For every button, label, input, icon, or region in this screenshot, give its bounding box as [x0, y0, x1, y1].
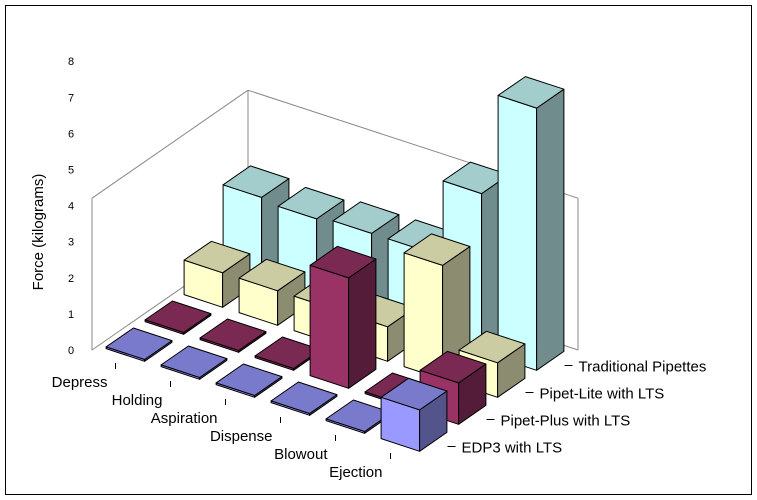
series-labels: EDP3 with LTS Pipet-Plus with LTS Pipet-Li…	[447, 359, 707, 457]
y-tick-label: 6	[68, 128, 74, 140]
bar-pipet-lite-with-lts-holding	[238, 258, 306, 326]
series-label-edp3-with-lts: EDP3 with LTS	[462, 440, 563, 457]
bar-traditional-pipettes-ejection	[497, 76, 565, 371]
chart-bars	[105, 76, 565, 452]
bar-edp3-with-lts-depress	[105, 327, 173, 362]
bar-pipet-plus-with-lts-depress	[144, 300, 212, 335]
y-tick-label: 3	[68, 237, 74, 249]
bar-pipet-plus-with-lts-holding	[199, 318, 267, 353]
bar-edp3-with-lts-aspiration	[215, 363, 283, 398]
category-labels: DepressHoldingAspirationDispenseBlowoutE…	[52, 363, 391, 481]
bar-edp3-with-lts-holding	[160, 345, 228, 380]
category-label-depress: Depress	[52, 374, 108, 391]
category-label-holding: Holding	[112, 392, 163, 409]
series-label-pipet-lite-with-lts: Pipet-Lite with LTS	[540, 386, 665, 403]
y-axis-title: Force (kilograms)	[30, 174, 47, 291]
bar-pipet-lite-with-lts-depress	[183, 240, 251, 308]
y-tick-label: 1	[68, 309, 74, 321]
bar-pipet-lite-with-lts-blowout	[403, 233, 471, 380]
bar-pipet-plus-with-lts-dispense	[309, 245, 377, 389]
wall-edge-left-top	[91, 89, 249, 199]
chart-border	[5, 5, 752, 495]
y-tick-label: 0	[68, 345, 74, 357]
category-label-dispense: Dispense	[210, 428, 273, 445]
bar-edp3-with-lts-dispense	[270, 381, 338, 416]
y-tick-label: 2	[68, 273, 74, 285]
category-label-blowout: Blowout	[274, 446, 328, 463]
category-label-ejection: Ejection	[329, 464, 382, 481]
y-axis-ticks: 0 1 2 3 4 5 6 7 8	[68, 56, 74, 357]
bar-edp3-with-lts-ejection	[380, 377, 448, 452]
y-tick-label: 4	[68, 201, 74, 213]
series-label-pipet-plus-with-lts: Pipet-Plus with LTS	[501, 413, 631, 430]
y-tick-label: 8	[68, 56, 74, 68]
category-label-aspiration: Aspiration	[151, 410, 218, 427]
series-label-traditional-pipettes: Traditional Pipettes	[579, 359, 707, 376]
y-tick-label: 5	[68, 165, 74, 177]
y-tick-label: 7	[68, 92, 74, 104]
